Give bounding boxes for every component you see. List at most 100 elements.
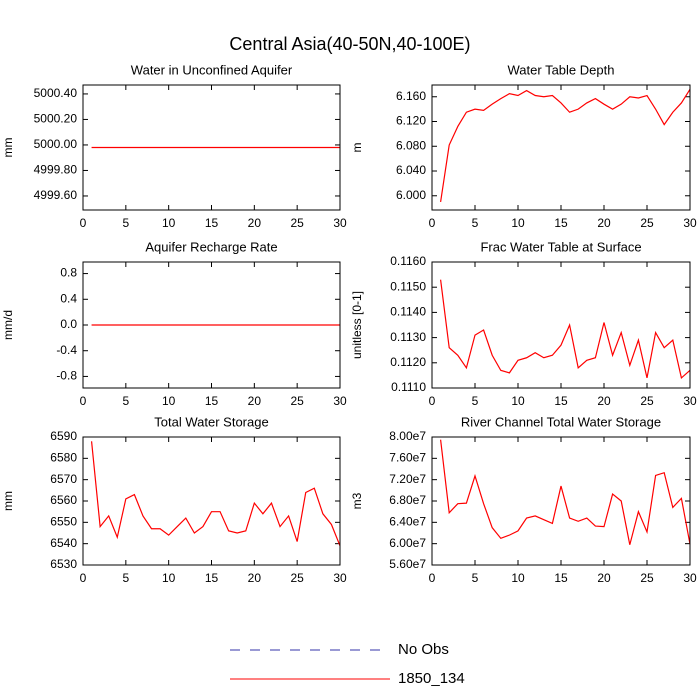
x-tick-label: 0 xyxy=(429,571,436,585)
y-tick-label: 0.1130 xyxy=(390,330,426,344)
x-tick-label: 25 xyxy=(290,571,304,585)
x-tick-label: 15 xyxy=(205,216,219,230)
y-tick-label: 6560 xyxy=(50,493,77,507)
panel: Frac Water Table at Surface unitless [0-1… xyxy=(350,239,697,408)
data-line xyxy=(440,439,691,545)
data-line xyxy=(440,89,691,203)
y-tick-label: 8.00e7 xyxy=(389,429,426,443)
x-tick-label: 10 xyxy=(162,571,176,585)
panel-title: Total Water Storage xyxy=(154,414,268,429)
panel-title: Aquifer Recharge Rate xyxy=(145,239,277,254)
y-tick-label: 6550 xyxy=(50,515,77,529)
y-tick-label: 6.000 xyxy=(396,188,426,202)
y-tick-label: 0.1140 xyxy=(390,305,426,319)
x-tick-label: 0 xyxy=(429,394,436,408)
legend-label: No Obs xyxy=(398,641,449,658)
panel-title: Water in Unconfined Aquifer xyxy=(131,62,293,77)
plot-frame xyxy=(82,436,341,566)
plot-frame xyxy=(431,436,691,566)
x-tick-label: 15 xyxy=(554,571,568,585)
y-tick-label: 0.1160 xyxy=(390,254,426,268)
x-tick-label: 15 xyxy=(554,216,568,230)
x-tick-label: 10 xyxy=(162,394,176,408)
x-tick-label: 10 xyxy=(511,571,525,585)
panel: Water Table Depth m 0 5 10 15 20 25 30 6.000 6.040… xyxy=(350,62,697,230)
panel: Total Water Storage mm 0 5 10 15 20 25 30 6530 654… xyxy=(1,414,347,585)
y-tick-label: 6.120 xyxy=(396,114,426,128)
x-tick-label: 25 xyxy=(640,571,654,585)
x-tick-label: 5 xyxy=(472,216,479,230)
x-tick-label: 20 xyxy=(597,571,611,585)
x-tick-label: 20 xyxy=(248,571,262,585)
x-tick-label: 10 xyxy=(162,216,176,230)
data-line xyxy=(440,279,691,380)
plot-frame xyxy=(82,261,341,389)
y-tick-label: -0.8 xyxy=(56,369,77,383)
plot-frame xyxy=(431,84,691,211)
x-tick-label: 5 xyxy=(122,216,129,230)
x-tick-label: 0 xyxy=(80,571,87,585)
plot-frame xyxy=(431,261,691,389)
y-tick-label: 6.080 xyxy=(396,138,426,152)
y-tick-label: 6.160 xyxy=(396,89,426,103)
y-tick-label: 4999.60 xyxy=(34,188,78,202)
x-tick-label: 15 xyxy=(554,394,568,408)
x-tick-label: 25 xyxy=(640,394,654,408)
x-tick-label: 20 xyxy=(597,216,611,230)
y-tick-label: 6590 xyxy=(50,429,77,443)
y-axis-label: mm/d xyxy=(1,310,15,340)
y-tick-label: 6540 xyxy=(50,536,77,550)
y-tick-label: 6570 xyxy=(50,472,77,486)
y-tick-label: 6530 xyxy=(50,557,77,571)
y-tick-label: 0.1150 xyxy=(390,279,426,293)
x-tick-label: 5 xyxy=(122,394,129,408)
y-tick-label: 6.40e7 xyxy=(389,515,426,529)
y-tick-label: 6.00e7 xyxy=(389,536,426,550)
x-tick-label: 20 xyxy=(248,394,262,408)
x-tick-label: 0 xyxy=(80,394,87,408)
panel-title: Frac Water Table at Surface xyxy=(480,239,641,254)
y-tick-label: 5.60e7 xyxy=(389,557,426,571)
x-tick-label: 25 xyxy=(290,394,304,408)
y-tick-label: -0.4 xyxy=(56,343,77,357)
y-axis-label: m xyxy=(350,143,364,153)
y-axis-label: mm xyxy=(1,491,15,511)
x-tick-label: 30 xyxy=(683,394,697,408)
figure-title: Central Asia(40-50N,40-100E) xyxy=(229,34,470,54)
panel: Water in Unconfined Aquifer mm 0 5 10 15 20 25 3… xyxy=(1,62,347,230)
panel: Aquifer Recharge Rate mm/d 0 5 10 15 20 25 30 -0.… xyxy=(1,239,347,408)
y-tick-label: 5000.00 xyxy=(34,137,78,151)
x-tick-label: 20 xyxy=(248,216,262,230)
y-tick-label: 6.040 xyxy=(396,163,426,177)
x-tick-label: 5 xyxy=(122,571,129,585)
y-tick-label: 0.1120 xyxy=(390,355,426,369)
x-tick-label: 5 xyxy=(472,571,479,585)
x-tick-label: 0 xyxy=(80,216,87,230)
x-tick-label: 30 xyxy=(333,571,347,585)
y-tick-label: 6.80e7 xyxy=(389,493,426,507)
x-tick-label: 20 xyxy=(597,394,611,408)
panel: River Channel Total Water Storage m3 0 5 10 1… xyxy=(350,414,697,585)
legend-label: 1850_134 xyxy=(398,670,465,687)
x-tick-label: 30 xyxy=(333,394,347,408)
panel-title: Water Table Depth xyxy=(508,62,615,77)
y-tick-label: 0.8 xyxy=(60,266,77,280)
y-tick-label: 7.20e7 xyxy=(389,472,426,486)
panel-title: River Channel Total Water Storage xyxy=(461,414,661,429)
y-tick-label: 7.60e7 xyxy=(389,451,426,465)
y-axis-label: mm xyxy=(1,138,15,158)
x-tick-label: 25 xyxy=(290,216,304,230)
plot-frame xyxy=(82,84,341,211)
x-tick-label: 10 xyxy=(511,394,525,408)
y-tick-label: 5000.20 xyxy=(34,112,78,126)
x-tick-label: 15 xyxy=(205,394,219,408)
x-tick-label: 30 xyxy=(333,216,347,230)
y-tick-label: 5000.40 xyxy=(34,86,78,100)
y-tick-label: 0.1110 xyxy=(391,380,426,394)
data-line xyxy=(90,441,341,547)
x-tick-label: 25 xyxy=(640,216,654,230)
x-tick-label: 5 xyxy=(472,394,479,408)
y-tick-label: 6580 xyxy=(50,451,77,465)
x-tick-label: 30 xyxy=(683,216,697,230)
